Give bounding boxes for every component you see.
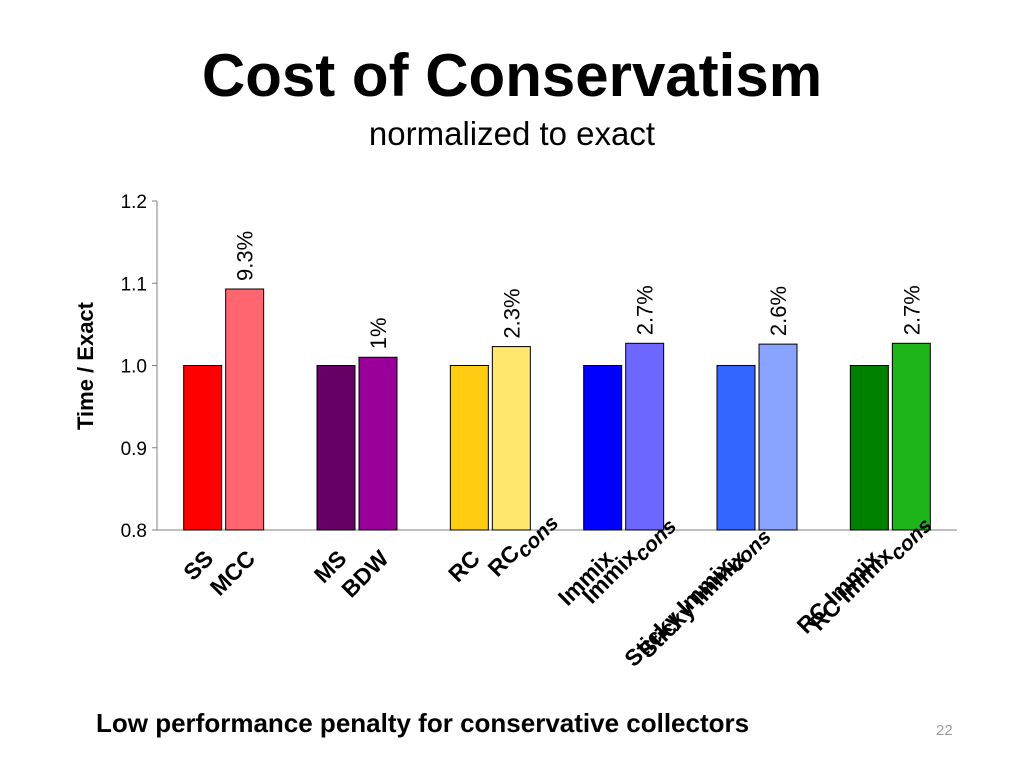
page-number: 22 [936,722,953,739]
bar [758,343,798,531]
bar [583,365,623,531]
bar [183,365,223,531]
bar-value-label: 2.6% [766,286,791,336]
bar [491,346,531,531]
bar [625,342,665,531]
bar [849,365,889,531]
y-tick-label: 1.0 [121,357,147,378]
bar-value-label: 2.7% [633,285,658,335]
y-tick-label: 1.2 [121,192,147,213]
slide-subtitle: normalized to exact [368,115,656,152]
y-axis-title: Time / Exact [73,301,98,430]
bar [891,342,931,531]
bar-value-label: 9.3% [233,231,258,281]
bar-value-label: 2.3% [499,288,524,338]
bar-value-label: 2.7% [899,285,924,335]
bar-value-label: 1% [366,317,391,349]
y-tick-label: 0.9 [121,439,147,460]
bar [225,288,265,531]
category-label: BDW [336,545,393,602]
bar [358,356,398,531]
bar [449,365,489,531]
bar [716,365,756,531]
y-tick-label: 1.1 [121,274,147,295]
y-tick-label: 0.8 [121,521,147,542]
category-label: RC [443,545,485,587]
category-label: MCC [205,545,260,600]
bar [316,365,356,531]
slide-title: Cost of Conservatism [201,42,823,109]
slide-footer: Low performance penalty for conservative… [96,708,750,738]
